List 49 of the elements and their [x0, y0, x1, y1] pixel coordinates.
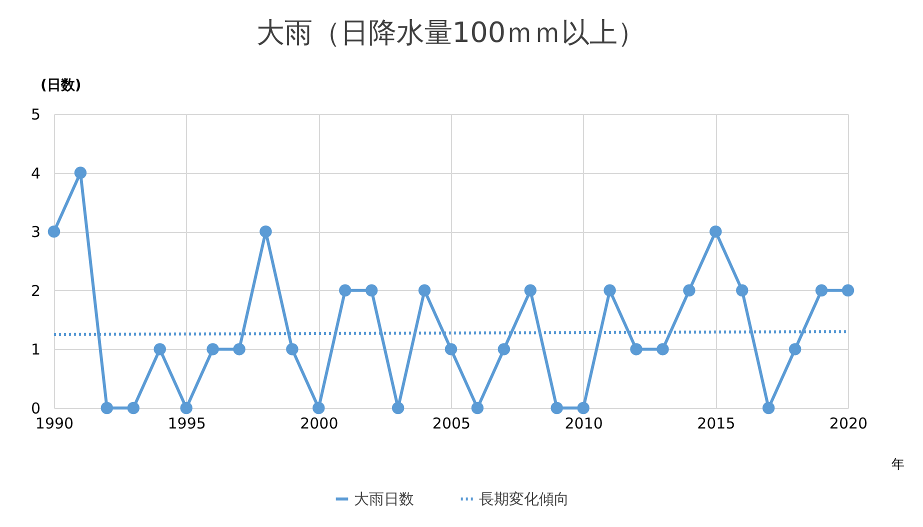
legend-label: 長期変化傾向 [479, 490, 569, 508]
point [206, 343, 219, 356]
chart-title: 大雨（日降水量100ｍｍ以上） [256, 16, 646, 49]
point [339, 284, 352, 297]
x-tick-label: 1995 [168, 414, 206, 432]
x-tick-label: 2000 [300, 414, 338, 432]
legend-label: 大雨日数 [354, 490, 414, 508]
point [154, 343, 166, 356]
y-tick-label: 2 [30, 282, 40, 300]
point [471, 402, 484, 414]
point [524, 284, 537, 297]
point [683, 284, 696, 297]
x-tick-label: 2020 [829, 414, 868, 432]
point [550, 402, 563, 414]
point [815, 284, 828, 297]
y-tick-label: 0 [30, 400, 40, 418]
point [656, 343, 669, 356]
point [498, 343, 510, 356]
x-tick-label: 1990 [35, 414, 74, 432]
point [577, 402, 590, 414]
y-tick-label: 5 [30, 106, 40, 124]
y-tick-label: 1 [30, 340, 40, 359]
point [365, 284, 378, 297]
point [48, 225, 60, 238]
x-tick-label: 2015 [697, 414, 736, 432]
point [630, 343, 642, 356]
y-tick-label: 3 [30, 223, 40, 242]
point [312, 402, 325, 414]
point [710, 225, 722, 238]
y-axis-title: (日数) [40, 78, 82, 94]
point [260, 225, 272, 238]
point [392, 402, 404, 414]
point [100, 402, 114, 414]
point [74, 166, 87, 179]
point [788, 343, 802, 356]
point [842, 284, 854, 297]
point [418, 284, 431, 297]
point [286, 343, 298, 356]
point [180, 402, 192, 414]
x-axis-title: 年 [892, 458, 904, 472]
point [444, 343, 458, 356]
point [604, 284, 616, 297]
point [233, 343, 246, 356]
x-tick-label: 2010 [564, 414, 603, 432]
x-tick-label: 2005 [432, 414, 471, 432]
point [736, 284, 748, 297]
point [127, 402, 140, 414]
point [762, 402, 775, 414]
y-tick-label: 4 [30, 164, 40, 182]
